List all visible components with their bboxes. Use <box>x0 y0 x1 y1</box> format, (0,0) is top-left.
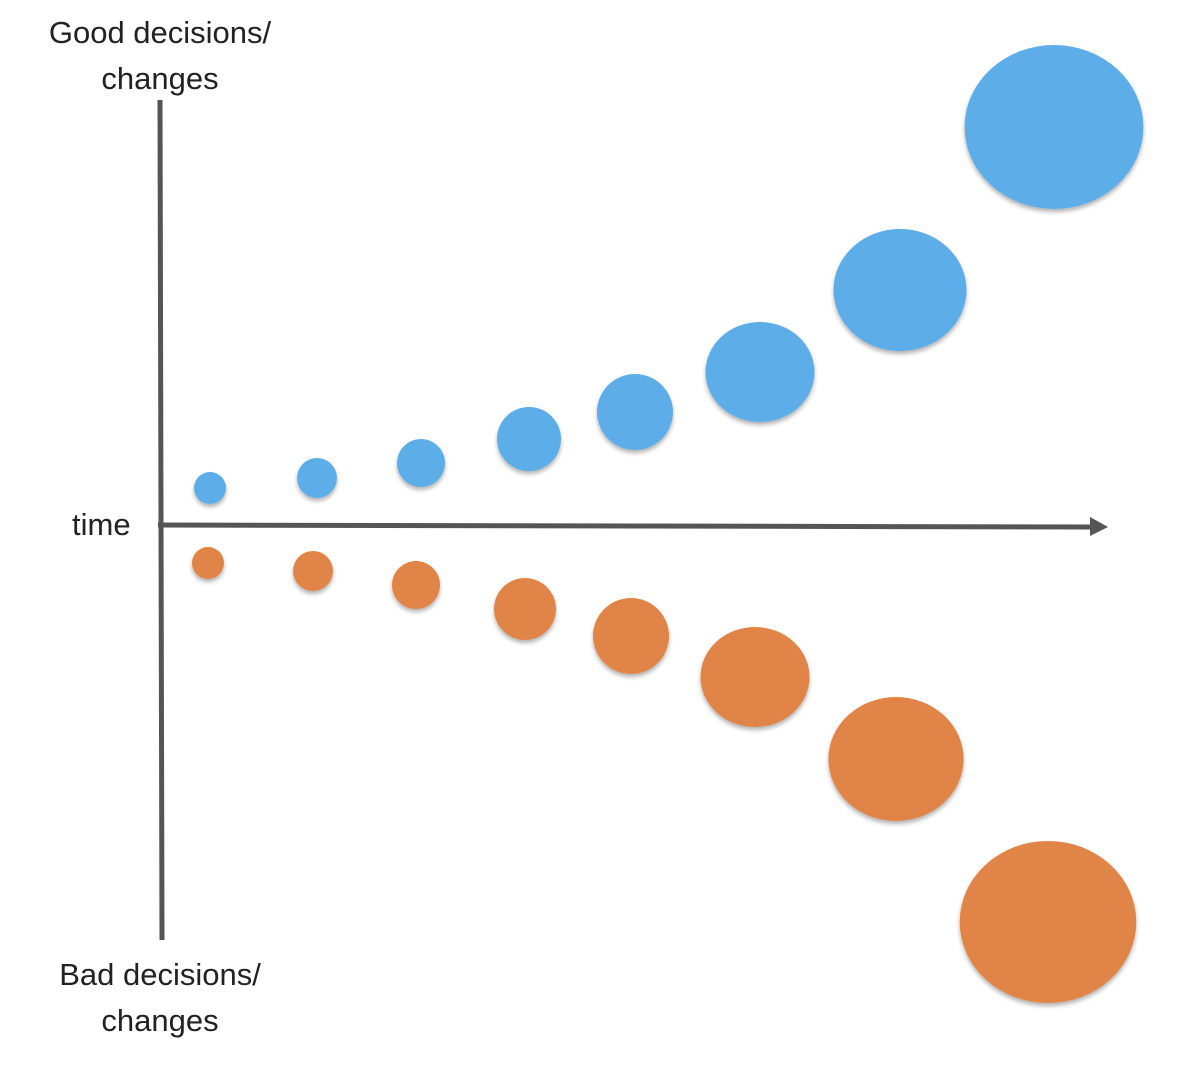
time-label: time <box>72 507 131 542</box>
bad-label-line2: changes <box>101 1003 219 1038</box>
bad-bubble-7 <box>828 697 964 821</box>
good-bubble-3 <box>397 439 445 487</box>
bad-bubble-5 <box>593 598 669 674</box>
bad-label-line1: Bad decisions/ <box>59 957 261 992</box>
good-bubble-6 <box>705 322 815 422</box>
bad-bubble-1 <box>192 547 224 579</box>
good-bubble-5 <box>597 374 673 450</box>
bad-bubble-2 <box>293 551 333 591</box>
bad-label: Bad decisions/ changes <box>20 952 300 1044</box>
good-label: Good decisions/ changes <box>20 10 300 102</box>
bad-bubble-3 <box>392 561 440 609</box>
bad-bubble-8 <box>959 841 1137 1003</box>
good-bubble-2 <box>297 458 337 498</box>
x-axis-arrowhead <box>1090 517 1108 536</box>
good-label-line2: changes <box>101 61 219 96</box>
good-bubble-4 <box>497 407 561 471</box>
good-bubble-1 <box>194 472 226 504</box>
good-bubble-8 <box>964 45 1144 209</box>
good-label-line1: Good decisions/ <box>48 15 272 50</box>
bad-bubble-4 <box>494 578 556 640</box>
x-axis <box>157 522 1093 530</box>
good-bubble-7 <box>833 229 967 351</box>
y-axis <box>157 99 165 941</box>
bad-bubble-6 <box>700 627 810 727</box>
